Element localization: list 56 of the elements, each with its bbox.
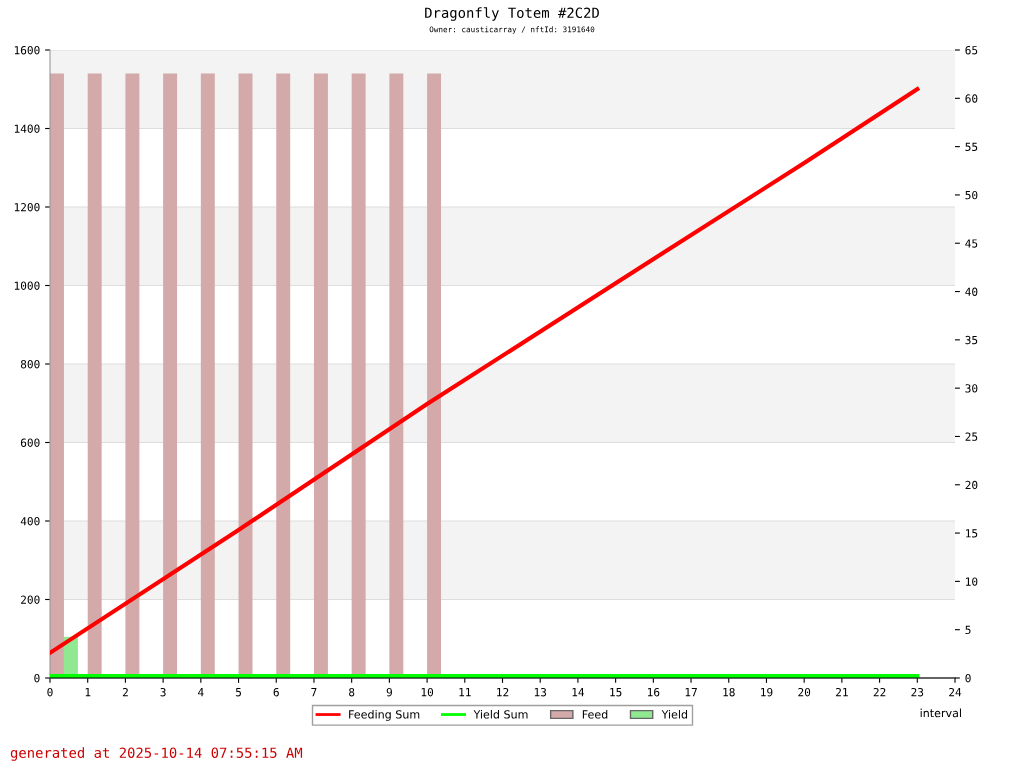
- x-tick-label: 0: [47, 687, 53, 697]
- x-tick-label: 15: [610, 688, 622, 697]
- x-tick-label: 16: [647, 687, 660, 697]
- x-tick-label: 13: [534, 687, 547, 697]
- y-tick-label: 600: [20, 438, 40, 447]
- y2-tick-label: 45: [965, 239, 978, 248]
- x-tick-label: 11: [459, 688, 471, 697]
- chart-title: Dragonfly Totem #2C2D: [425, 7, 599, 21]
- y2-tick-label: 55: [965, 142, 978, 152]
- y2-tick-label: 35: [965, 335, 978, 345]
- y-tick-label: 1400: [14, 124, 40, 133]
- x-tick-label: 7: [311, 688, 317, 697]
- x-tick-label: 22: [873, 687, 886, 697]
- y-tick-label: 0: [34, 674, 40, 683]
- x-tick-label: 3: [160, 687, 166, 697]
- x-tick-label: 5: [235, 688, 241, 697]
- x-tick-label: 17: [685, 688, 697, 697]
- y2-tick-label: 30: [965, 384, 978, 393]
- x-tick-label: 21: [836, 687, 848, 697]
- y-tick-label: 200: [21, 595, 40, 604]
- y2-tick-label: 60: [965, 94, 978, 103]
- text: generated at 2025-10-14 07:55:15 AM: [10, 747, 303, 761]
- y-tick-label: 400: [20, 517, 40, 526]
- y2-tick-label: 50: [965, 190, 978, 200]
- x-tick-label: 6: [273, 687, 279, 697]
- y2-tick-label: 20: [965, 480, 978, 490]
- x-tick-label: 1: [85, 688, 91, 697]
- x-tick-label: 23: [911, 687, 924, 697]
- y2-tick-label: 0: [965, 674, 971, 683]
- x-tick-label: 18: [723, 687, 735, 697]
- x-tick-label: 10: [421, 687, 434, 697]
- y-tick-label: 1600: [14, 46, 40, 55]
- x-tick-label: 24: [949, 687, 962, 697]
- x-axis-title: interval: [920, 708, 961, 718]
- y2-tick-label: 10: [966, 577, 978, 586]
- x-tick-label: 8: [349, 687, 355, 697]
- y-tick-label: 1000: [14, 281, 40, 290]
- y2-tick-label: 5: [965, 625, 971, 635]
- x-tick-label: 20: [798, 687, 811, 697]
- x-tick-label: 2: [122, 687, 128, 697]
- legend-label: Yield Sum: [473, 709, 528, 719]
- y-tick-label: 1200: [14, 203, 40, 212]
- x-tick-label: 19: [761, 687, 773, 697]
- legend-label: Feeding Sum: [349, 709, 420, 721]
- y2-tick-label: 15: [966, 529, 978, 538]
- y2-tick-label: 65: [965, 46, 978, 55]
- y-tick-label: 800: [20, 360, 40, 369]
- x-tick-label: 14: [572, 688, 585, 697]
- y2-tick-label: 25: [965, 432, 978, 441]
- x-tick-label: 12: [497, 687, 509, 697]
- legend-label: Feed: [582, 709, 608, 719]
- legend-label: Yield: [661, 709, 688, 719]
- y2-tick-label: 40: [965, 287, 978, 296]
- line-series: [50, 87, 920, 655]
- x-tick-label: 4: [198, 688, 204, 697]
- x-tick-label: 9: [386, 687, 392, 697]
